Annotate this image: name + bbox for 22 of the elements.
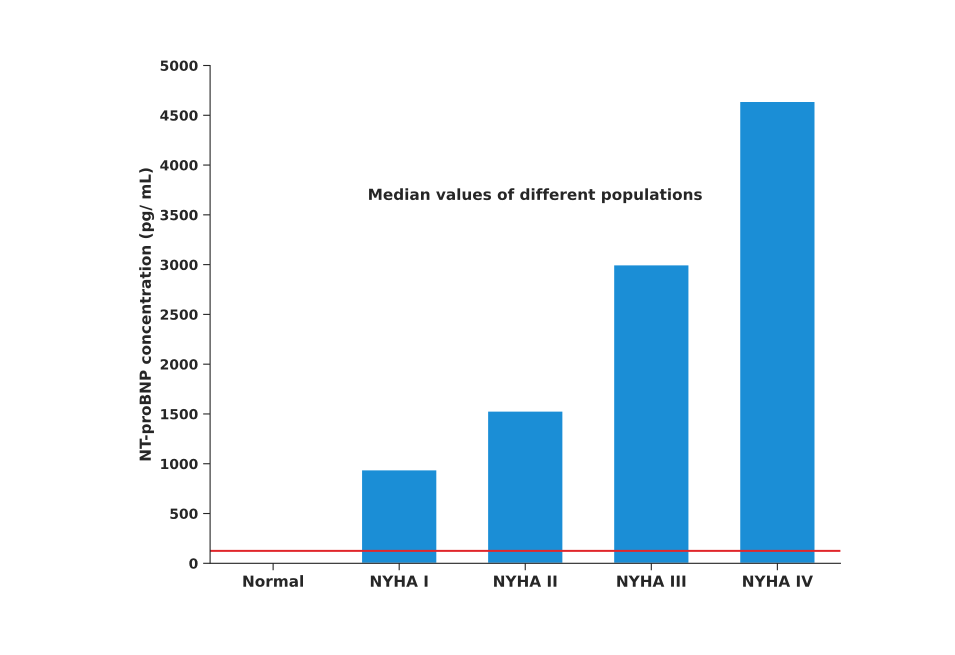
- x-tick-label: NYHA III: [617, 576, 686, 587]
- y-tick-label: 500: [170, 508, 198, 519]
- y-tick-label: 4500: [160, 110, 198, 121]
- annotation: Median values of different populations: [369, 188, 702, 204]
- bar: [360, 469, 438, 564]
- y-tick-label: 1000: [161, 458, 198, 470]
- y-axis-title: NT-proBNP concentration (pg/ mL): [139, 168, 154, 460]
- y-tick-label: 2500: [160, 309, 198, 320]
- y-tick-label: 3500: [160, 210, 198, 220]
- y-tick-label: 5000: [160, 60, 198, 71]
- bar: [486, 410, 564, 564]
- x-tick-label: NYHA IV: [743, 576, 813, 587]
- x-tick-label: Normal: [243, 575, 303, 587]
- y-tick-label: 0: [189, 558, 198, 569]
- x-tick-label: NYHA I: [370, 576, 428, 587]
- y-tick-label: 1500: [161, 408, 198, 420]
- y-tick-label: 2000: [160, 359, 198, 370]
- y-tick-label: 4000: [160, 160, 198, 171]
- bar: [612, 264, 690, 564]
- x-tick-label: NYHA II: [494, 576, 556, 587]
- bar: [738, 100, 816, 564]
- y-tick-label: 3000: [160, 260, 198, 270]
